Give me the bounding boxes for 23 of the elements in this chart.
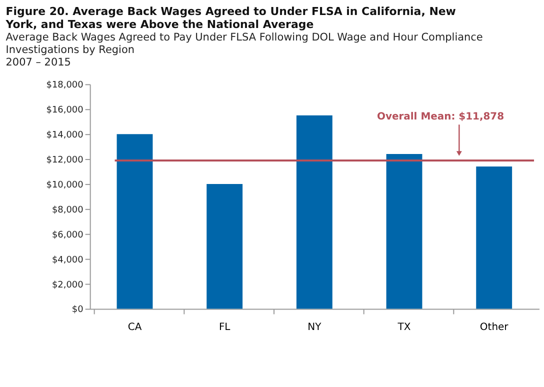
x-tick-label: Other xyxy=(480,322,510,334)
chart-title: Figure 20. Average Back Wages Agreed to Under FLSA in California, New York, and Texas were Above the National Average xyxy=(4,4,456,31)
y-tick-label: $6,000 xyxy=(52,230,84,240)
y-tick-label: $2,000 xyxy=(52,280,84,290)
y-tick-label: $14,000 xyxy=(46,130,84,141)
bar xyxy=(206,184,243,309)
chart-subtitle: Average Back Wages Agreed to Pay Under FLSA Following DOL Wage and Hour Compliance Investigations by Region 2007 – 2015 xyxy=(6,32,483,69)
bar xyxy=(476,166,512,309)
y-tick-label: $8,000 xyxy=(52,205,84,216)
y-tick-label: $16,000 xyxy=(46,106,84,116)
x-tick-label: TX xyxy=(396,322,411,334)
bar xyxy=(386,154,422,309)
y-tick-label: $18,000 xyxy=(46,80,84,91)
ref-line-label: Overall Mean: $11,878 xyxy=(377,112,504,123)
x-tick-label: CA xyxy=(128,322,142,334)
y-tick-label: $0 xyxy=(72,305,84,316)
bar xyxy=(116,134,153,309)
bar xyxy=(296,115,332,309)
y-tick-label: $4,000 xyxy=(52,255,84,266)
y-tick-label: $12,000 xyxy=(46,156,84,166)
y-tick-label: $10,000 xyxy=(46,180,84,190)
x-tick-label: FL xyxy=(218,322,231,334)
x-tick-label: NY xyxy=(308,322,322,334)
